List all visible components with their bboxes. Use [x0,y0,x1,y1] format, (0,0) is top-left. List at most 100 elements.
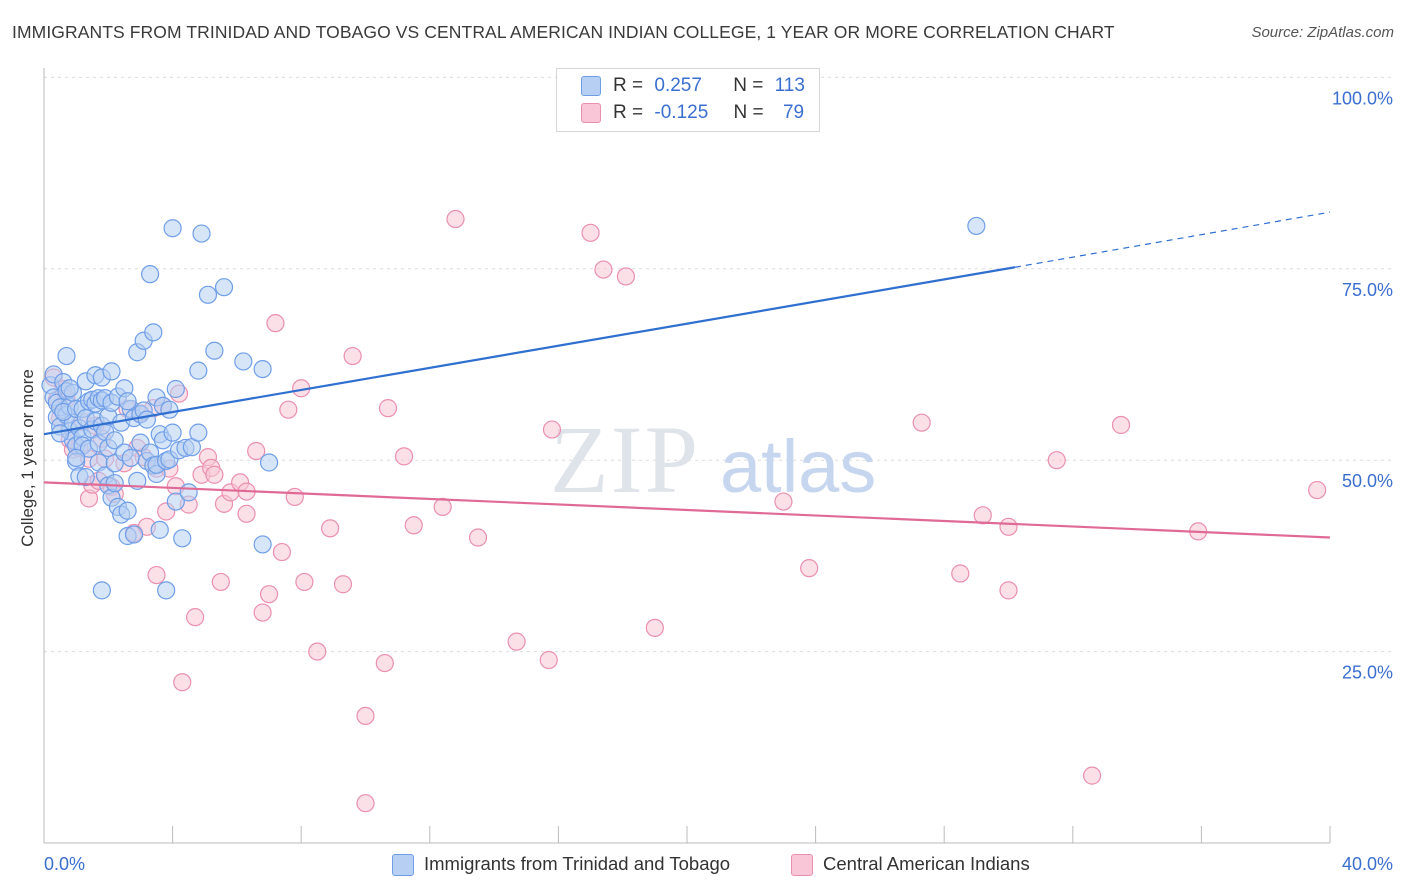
point-trinidad-88 [163,423,182,442]
point-central-american-79 [973,506,992,525]
x-tick-label-max: 40.0% [1342,854,1393,874]
point-central-american-82 [1047,451,1066,470]
point-trinidad-81 [150,520,169,539]
point-central-american-70 [542,420,562,439]
point-central-american-39 [205,465,224,484]
point-trinidad-86 [160,400,179,419]
point-central-american-52 [285,487,304,507]
point-trinidad-112 [118,392,137,411]
point-central-american-77 [912,413,931,432]
point-central-american-75 [774,492,793,511]
point-trinidad-93 [173,529,192,548]
point-central-american-56 [321,519,340,538]
point-trinidad-73 [140,265,160,284]
point-central-american-68 [507,632,526,651]
trend-line-central-american [43,481,1331,539]
point-trinidad-98 [189,423,208,442]
point-central-american-49 [266,314,285,333]
point-central-american-51 [279,400,298,419]
point-central-american-57 [333,575,353,594]
point-central-american-62 [378,399,398,418]
y-tick-label-0: 100.0% [1332,88,1393,108]
source-label: Source: ZipAtlas.com [1251,24,1394,41]
point-trinidad-102 [214,278,234,297]
point-central-american-58 [343,346,362,366]
point-central-american-67 [468,528,488,547]
point-central-american-61 [375,653,394,673]
point-trinidad-71 [137,410,156,429]
legend-r-label-2: R = [613,102,644,123]
point-central-american-33 [173,673,192,692]
y-tick-label-2: 50.0% [1342,471,1393,491]
x-tick-label-min: 0.0% [44,854,85,874]
watermark-atlas: atlas [720,425,876,508]
point-central-american-46 [247,441,266,461]
chart-title: IMMIGRANTS FROM TRINIDAD AND TOBAGO VS C… [12,22,1115,42]
point-trinidad-90 [166,379,185,399]
point-central-american-50 [272,542,292,562]
tick-labels: 100.0% 75.0% 50.0% 25.0% 0.0% 40.0% [44,88,1393,874]
point-central-american-65 [433,497,452,517]
point-central-american-44 [237,504,256,523]
correlation-legend: R = 0.257 N = 113 R = -0.125 N = 79 [556,68,820,132]
point-central-american-63 [394,447,414,466]
trend-lines [43,211,1331,539]
legend-n-label-1: N = [733,75,764,96]
bottom-legend-label-2: Central American Indians [823,853,1030,874]
point-central-american-76 [800,559,819,578]
legend-r-value-2: -0.125 [654,102,709,123]
point-trinidad-91 [166,492,185,511]
point-central-american-83 [1082,766,1102,785]
legend-r-label-1: R = [613,75,644,96]
legend-n-value-2: 79 [782,102,805,123]
point-trinidad-47 [102,362,121,381]
legend-swatch-pink [581,103,601,123]
point-trinidad-76 [144,323,163,342]
point-trinidad-100 [198,285,218,304]
legend-n-value-1: 113 [774,75,805,96]
point-central-american-80 [999,581,1018,600]
bottom-legend-swatch-pink [791,854,813,876]
axes [43,68,1331,844]
point-trinidad-104 [253,359,272,379]
point-central-american-55 [308,642,327,661]
point-trinidad-99 [192,224,211,243]
point-trinidad-27 [76,467,95,487]
point-trinidad-16 [57,346,76,366]
legend-swatch-blue [581,76,601,96]
point-central-american-72 [594,260,613,279]
point-trinidad-108 [105,474,124,493]
point-trinidad-106 [259,453,279,472]
point-central-american-86 [1308,480,1327,500]
point-central-american-47 [253,603,272,622]
trend-line-trinidad [43,266,1016,436]
point-central-american-73 [616,267,636,286]
point-central-american-64 [404,516,423,535]
watermark: ZIP atlas [550,406,876,513]
point-central-american-40 [211,572,230,592]
legend-r-value-1: 0.257 [654,75,702,96]
bottom-legend-label-1: Immigrants from Trinidad and Tobago [424,853,731,874]
point-central-american-48 [259,585,279,604]
point-central-american-78 [951,564,970,583]
point-trinidad-101 [205,341,224,360]
bottom-legend-swatch-blue [392,854,414,876]
point-trinidad-59 [118,501,137,520]
point-central-american-84 [1111,415,1131,435]
y-tick-label-1: 75.0% [1342,280,1393,300]
point-trinidad-84 [157,581,176,600]
point-trinidad-97 [189,361,208,380]
legend-n-label-2: N = [733,102,764,123]
point-central-american-60 [356,794,375,813]
point-trinidad-105 [253,535,272,554]
trend-line-trinidad-extension [1014,211,1331,268]
point-trinidad-64 [124,525,144,544]
point-central-american-27 [147,565,166,585]
point-central-american-71 [581,223,600,242]
point-central-american-69 [539,650,558,670]
point-trinidad-111 [60,379,79,398]
point-trinidad-107 [967,216,986,236]
point-central-american-54 [295,572,314,592]
point-trinidad-103 [234,352,253,371]
